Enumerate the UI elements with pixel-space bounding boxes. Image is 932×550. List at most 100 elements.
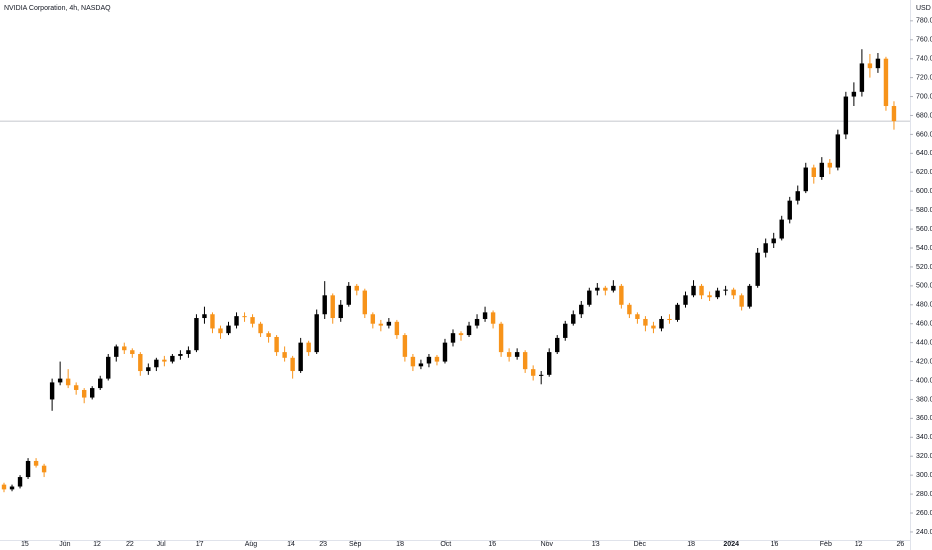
y-tick-label: 720.00 [916,74,932,81]
candle-body [466,325,472,336]
x-tick-label: 14 [287,541,295,548]
candle-body [611,285,616,291]
candle-body [402,335,408,357]
x-tick-label: Sep [349,541,362,548]
candle-body [875,58,881,69]
candle-body [57,378,63,383]
candle-body [667,318,672,320]
y-tick-label: 320.00 [916,453,932,460]
candle-body [306,342,311,353]
candle-body [154,359,159,368]
x-tick-label: 12 [855,541,863,548]
candle-body [41,465,47,473]
candle-body [587,290,592,305]
candle-body [867,63,873,69]
candle-body [330,295,335,319]
candle-body [579,304,584,315]
candle-body [114,346,119,357]
y-tick-label: 340.00 [916,434,932,441]
y-tick-label: 700.00 [916,93,932,100]
candle-body [226,325,231,334]
candle-body [723,289,728,291]
x-tick-label: 15 [21,541,29,548]
y-tick-label: 580.00 [916,207,932,214]
y-tick-label: 480.00 [916,302,932,309]
candle-body [346,285,351,305]
candle-body [851,91,857,97]
candle-body [170,355,175,362]
candle-body [89,388,95,398]
candle-body [98,378,103,389]
candle-body [555,337,560,353]
candle-body [635,314,640,319]
candle-body [514,352,520,357]
y-tick-label: 640.00 [916,150,932,157]
x-tick-label: 18 [396,541,404,548]
y-tick-label: 600.00 [916,188,932,195]
candle-body [835,134,841,168]
candle-body [675,304,680,320]
candle-body [827,162,833,168]
candle-body [883,58,889,107]
x-tick-label: Feb [820,541,832,548]
candle-body [282,352,287,358]
candle-body [314,314,319,353]
y-tick-label: 740.00 [916,56,932,63]
candle-body [122,346,127,351]
candle-body [386,321,392,326]
candle-body [338,304,343,319]
y-tick-label: 760.00 [916,37,932,44]
x-tick-label: 26 [896,541,904,548]
candle-body [354,285,359,291]
x-tick-label: Jul [157,541,166,548]
y-tick-label: 680.00 [916,112,932,119]
candle-body [659,318,664,329]
y-tick-label: 400.00 [916,377,932,384]
candle-body [819,162,825,178]
candle-body [290,357,295,372]
candle-body [619,285,624,305]
candle-body [450,333,456,343]
y-tick-label: 260.00 [916,510,932,517]
y-tick-label: 360.00 [916,415,932,422]
candle-body [370,314,376,324]
candle-body [9,486,15,490]
candle-body [707,295,712,298]
candle-body [811,167,816,178]
candle-body [627,304,632,315]
candle-body [715,290,720,298]
y-tick-label: 540.00 [916,245,932,252]
candle-body [33,460,39,466]
x-tick-label: 13 [592,541,600,548]
candle-body [699,285,704,296]
chart-title: NVIDIA Corporation, 4h, NASDAQ [4,5,111,12]
candle-body [49,382,55,400]
candle-body [747,285,752,307]
candle-body [651,325,656,329]
x-tick-label: Nov [541,541,554,548]
candle-body [603,287,608,291]
candle-body [394,321,400,336]
candle-body [178,354,183,356]
x-tick-label: Jun [59,541,70,548]
candle-body [17,477,23,487]
candle-body [595,287,600,291]
candle-body [498,323,504,353]
candle-body [691,285,696,296]
candle-body [274,336,279,353]
candle-body [138,354,143,372]
candle-body [643,318,648,326]
candle-body [755,252,760,286]
candle-body [530,369,536,376]
candle-body [73,385,79,390]
candle-body [81,389,87,398]
x-tick-label: Dec [634,541,647,548]
currency: USD [916,5,931,12]
candle-body [194,318,199,351]
candle-body [434,356,440,362]
x-tick-label: 16 [771,541,779,548]
y-tick-label: 240.00 [916,529,932,536]
